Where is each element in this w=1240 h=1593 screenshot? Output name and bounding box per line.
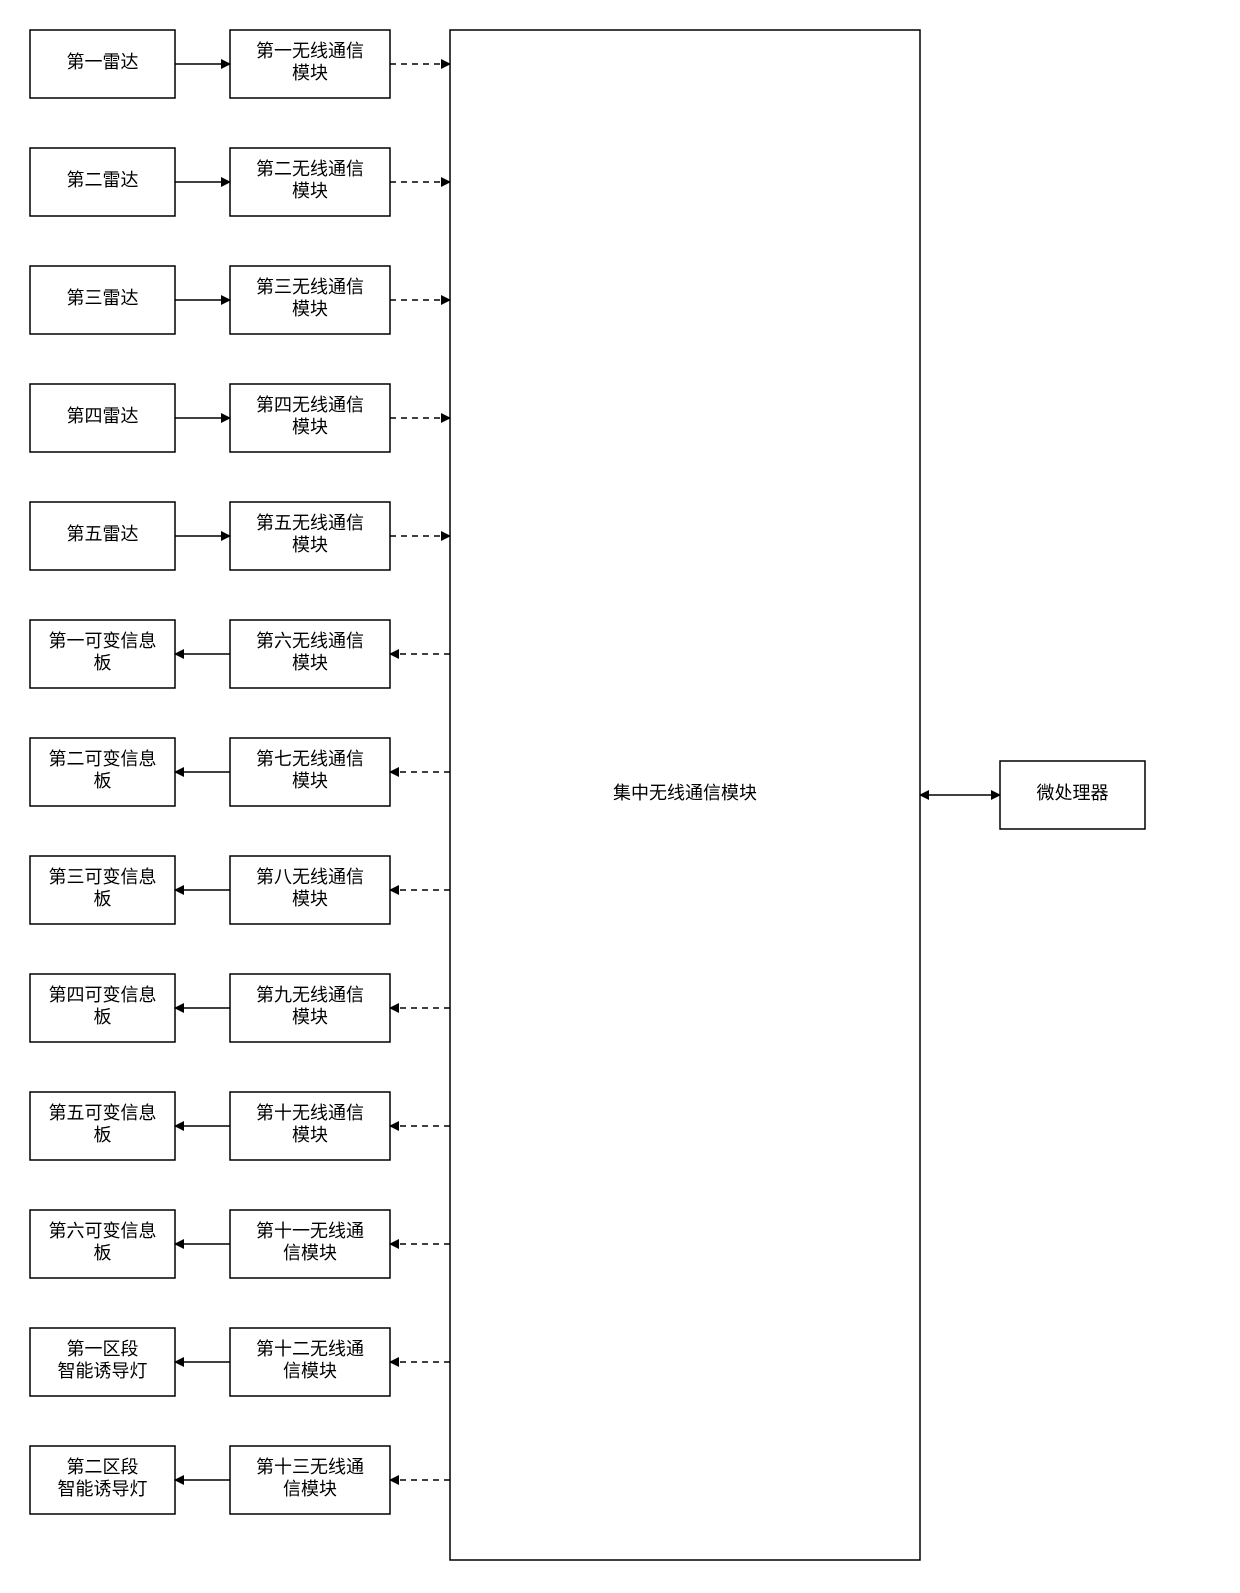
left-node-label-3: 第四雷达 (67, 406, 139, 426)
microprocessor-label: 微处理器 (1037, 783, 1109, 803)
central-wireless-module-label: 集中无线通信模块 (613, 783, 757, 803)
left-node-label-0: 第一雷达 (67, 52, 139, 72)
left-node-label-2: 第三雷达 (67, 288, 139, 308)
left-node-label-4: 第五雷达 (67, 524, 139, 544)
left-node-label-1: 第二雷达 (67, 170, 139, 190)
system-block-diagram: 集中无线通信模块微处理器第一雷达第一无线通信模块第二雷达第二无线通信模块第三雷达… (0, 0, 1240, 1593)
